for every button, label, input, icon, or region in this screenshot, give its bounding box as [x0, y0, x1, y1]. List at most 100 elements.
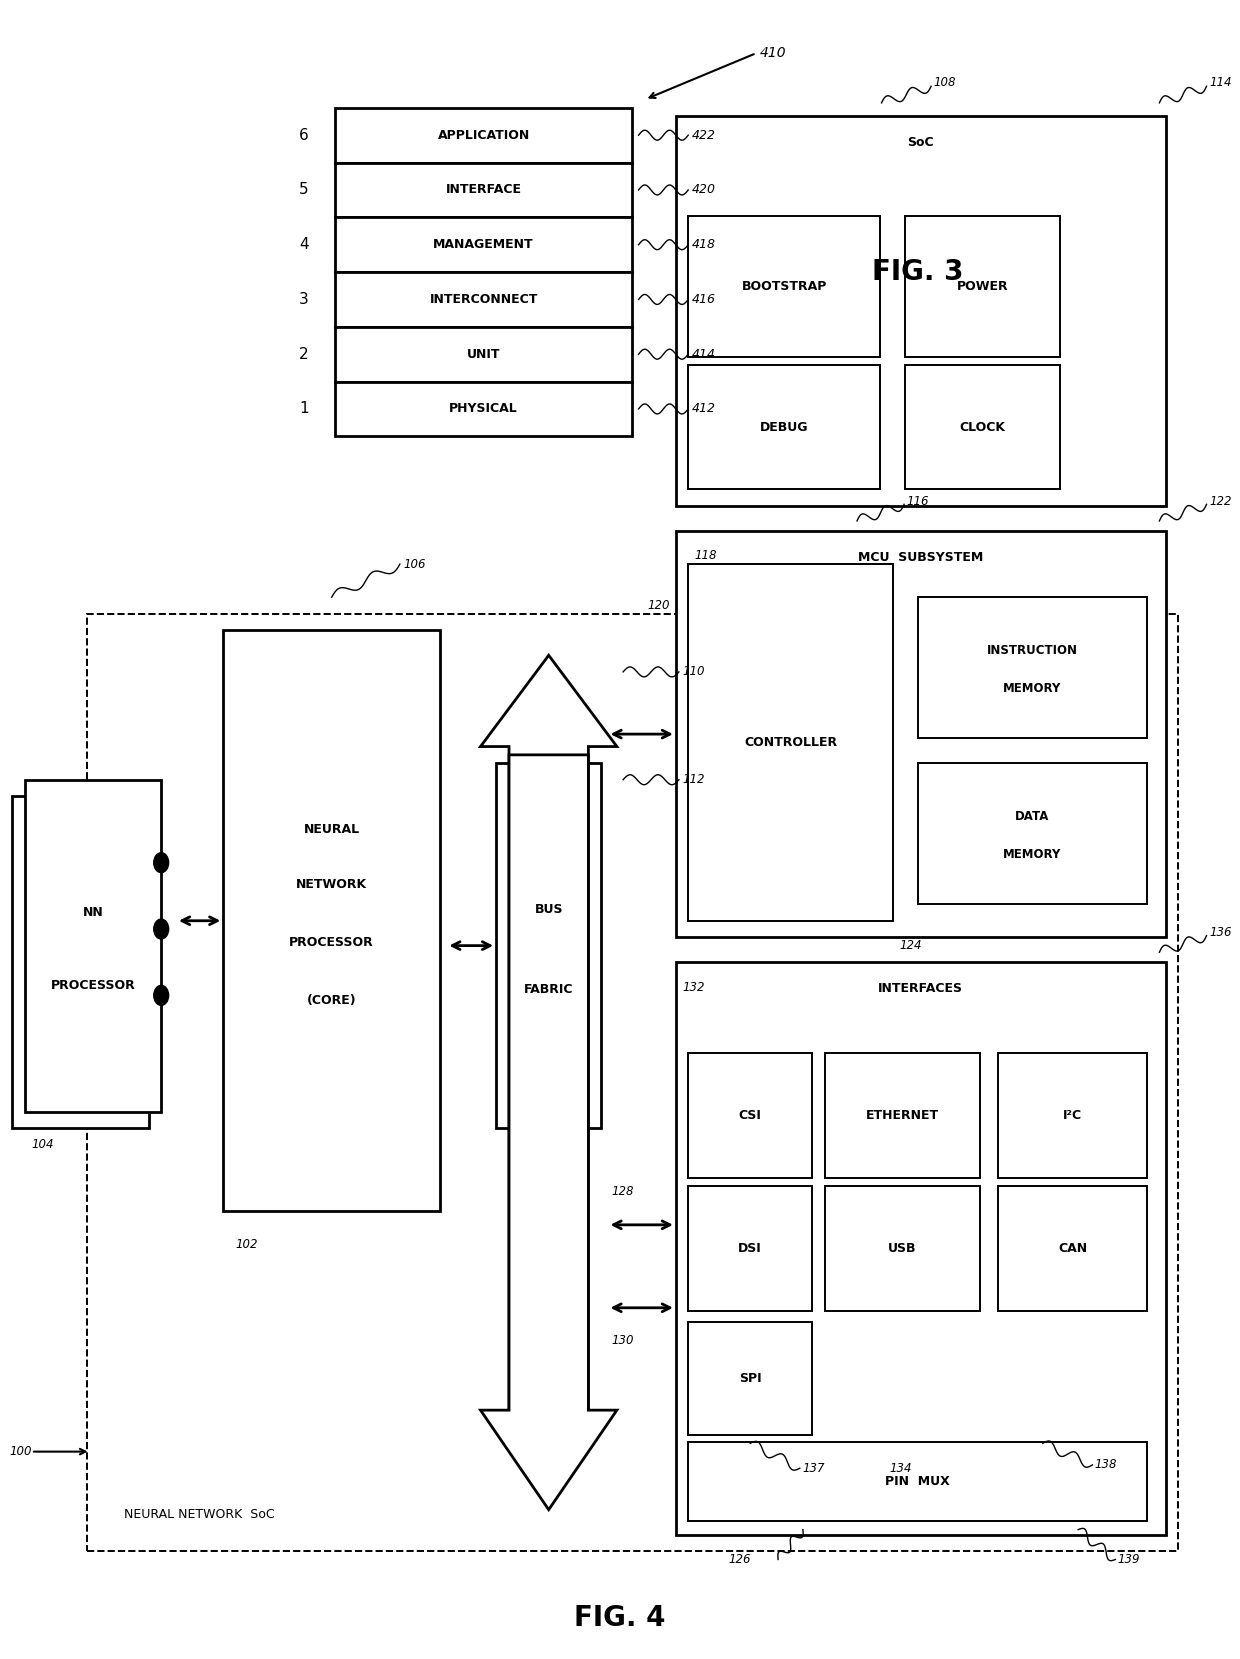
- Text: PROCESSOR: PROCESSOR: [51, 979, 135, 992]
- Text: FIG. 4: FIG. 4: [574, 1604, 666, 1631]
- FancyBboxPatch shape: [676, 962, 1166, 1535]
- FancyBboxPatch shape: [335, 163, 632, 217]
- Text: MEMORY: MEMORY: [1003, 682, 1061, 695]
- Circle shape: [154, 853, 169, 873]
- Text: PROCESSOR: PROCESSOR: [289, 936, 374, 949]
- Text: 112: 112: [682, 773, 706, 786]
- Text: CSI: CSI: [739, 1110, 761, 1121]
- FancyBboxPatch shape: [688, 365, 880, 489]
- FancyBboxPatch shape: [688, 1053, 812, 1178]
- Text: 137: 137: [802, 1462, 825, 1475]
- FancyBboxPatch shape: [918, 763, 1147, 904]
- FancyBboxPatch shape: [676, 531, 1166, 937]
- FancyBboxPatch shape: [87, 614, 1178, 1551]
- Text: DATA: DATA: [1016, 810, 1049, 823]
- Text: 138: 138: [1095, 1458, 1117, 1472]
- Text: MCU  SUBSYSTEM: MCU SUBSYSTEM: [858, 551, 983, 564]
- Text: MEMORY: MEMORY: [1003, 848, 1061, 861]
- FancyBboxPatch shape: [335, 217, 632, 272]
- Polygon shape: [481, 655, 618, 1418]
- FancyBboxPatch shape: [688, 1186, 812, 1311]
- Text: FABRIC: FABRIC: [525, 982, 573, 995]
- FancyBboxPatch shape: [25, 780, 161, 1112]
- Text: 116: 116: [906, 494, 929, 508]
- FancyBboxPatch shape: [12, 796, 149, 1128]
- Text: NEURAL NETWORK  SoC: NEURAL NETWORK SoC: [124, 1508, 274, 1521]
- Text: 124: 124: [899, 939, 921, 952]
- Text: 136: 136: [1209, 926, 1231, 939]
- FancyBboxPatch shape: [688, 1442, 1147, 1521]
- Text: NETWORK: NETWORK: [296, 878, 367, 891]
- Text: (CORE): (CORE): [306, 994, 357, 1007]
- FancyBboxPatch shape: [676, 116, 1166, 506]
- Text: MANAGEMENT: MANAGEMENT: [433, 239, 534, 251]
- Text: INTERFACES: INTERFACES: [878, 982, 963, 995]
- Text: FIG. 3: FIG. 3: [872, 259, 963, 285]
- Text: 130: 130: [611, 1334, 634, 1347]
- Text: NN: NN: [83, 906, 103, 919]
- Text: 3: 3: [299, 292, 309, 307]
- Text: INSTRUCTION: INSTRUCTION: [987, 644, 1078, 657]
- Text: CONTROLLER: CONTROLLER: [744, 737, 837, 748]
- Text: 118: 118: [694, 549, 717, 562]
- Text: 132: 132: [682, 980, 704, 994]
- Text: 410: 410: [760, 46, 786, 60]
- FancyBboxPatch shape: [335, 272, 632, 327]
- Text: 6: 6: [299, 128, 309, 143]
- Text: 418: 418: [692, 239, 715, 251]
- FancyBboxPatch shape: [825, 1186, 980, 1311]
- Text: SPI: SPI: [739, 1372, 761, 1385]
- Text: I²C: I²C: [1063, 1110, 1083, 1121]
- Text: UNIT: UNIT: [466, 348, 501, 360]
- Text: 1: 1: [299, 401, 309, 416]
- Text: 114: 114: [1209, 76, 1231, 90]
- Polygon shape: [481, 755, 618, 1510]
- FancyBboxPatch shape: [905, 216, 1060, 357]
- Text: 100: 100: [10, 1445, 32, 1458]
- Text: 134: 134: [890, 1462, 913, 1475]
- Text: 139: 139: [1118, 1553, 1141, 1566]
- Text: DEBUG: DEBUG: [760, 421, 808, 433]
- Text: 110: 110: [682, 665, 706, 679]
- Text: 104: 104: [31, 1138, 53, 1151]
- FancyBboxPatch shape: [688, 564, 893, 921]
- Circle shape: [154, 985, 169, 1005]
- Text: 422: 422: [692, 129, 715, 141]
- Text: POWER: POWER: [957, 280, 1008, 292]
- Text: SoC: SoC: [908, 136, 934, 149]
- FancyBboxPatch shape: [688, 216, 880, 357]
- Text: CAN: CAN: [1058, 1243, 1087, 1254]
- FancyBboxPatch shape: [335, 108, 632, 163]
- FancyBboxPatch shape: [335, 327, 632, 382]
- FancyBboxPatch shape: [918, 597, 1147, 738]
- Text: 420: 420: [692, 184, 715, 196]
- Text: 5: 5: [299, 182, 309, 197]
- Text: ETHERNET: ETHERNET: [866, 1110, 939, 1121]
- Text: 122: 122: [1209, 494, 1231, 508]
- Text: 126: 126: [729, 1553, 751, 1566]
- Text: PHYSICAL: PHYSICAL: [449, 403, 518, 415]
- FancyBboxPatch shape: [335, 382, 632, 436]
- Text: NEURAL: NEURAL: [304, 823, 360, 836]
- FancyBboxPatch shape: [496, 763, 601, 1128]
- FancyBboxPatch shape: [825, 1053, 980, 1178]
- Text: BOOTSTRAP: BOOTSTRAP: [742, 280, 827, 292]
- Text: 414: 414: [692, 348, 715, 360]
- Text: CLOCK: CLOCK: [960, 421, 1006, 433]
- Text: DSI: DSI: [738, 1243, 763, 1254]
- Text: 412: 412: [692, 403, 715, 415]
- FancyBboxPatch shape: [998, 1186, 1147, 1311]
- Text: 416: 416: [692, 294, 715, 305]
- FancyBboxPatch shape: [223, 630, 440, 1211]
- Text: BUS: BUS: [534, 902, 563, 916]
- Text: 2: 2: [299, 347, 309, 362]
- Text: USB: USB: [888, 1243, 916, 1254]
- Text: 128: 128: [611, 1185, 634, 1198]
- Text: PIN  MUX: PIN MUX: [885, 1475, 950, 1488]
- Text: 106: 106: [403, 557, 427, 571]
- FancyBboxPatch shape: [905, 365, 1060, 489]
- Circle shape: [154, 919, 169, 939]
- Text: 108: 108: [934, 76, 956, 90]
- Text: INTERCONNECT: INTERCONNECT: [429, 294, 538, 305]
- Text: APPLICATION: APPLICATION: [438, 129, 529, 141]
